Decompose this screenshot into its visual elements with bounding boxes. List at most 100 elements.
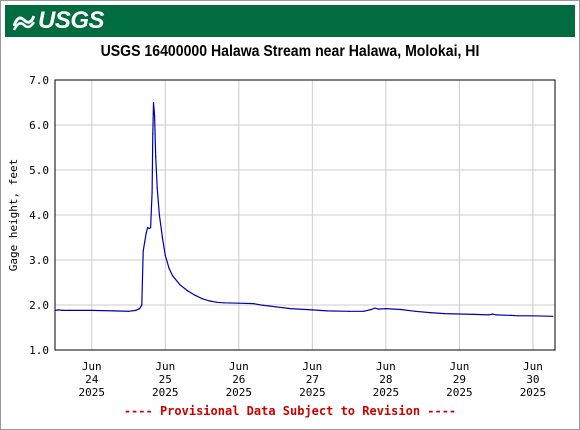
series-point: [54, 309, 56, 311]
series-point: [488, 314, 490, 316]
series-point: [141, 304, 143, 306]
y-tick-label: 5.0: [29, 164, 49, 177]
series-point: [374, 307, 376, 309]
x-tick-label: 24: [85, 373, 99, 386]
usgs-banner: USGS: [5, 5, 575, 37]
series-point: [208, 300, 210, 302]
series-point: [201, 298, 203, 300]
y-axis-ticks: 1.0 2.0 3.0 4.0 5.0 6.0 7.0: [29, 74, 49, 357]
x-tick-label: 2025: [226, 386, 253, 399]
usgs-wave-icon: [13, 15, 35, 31]
series-point: [377, 308, 380, 310]
series-point: [113, 310, 115, 312]
usgs-logo[interactable]: USGS: [13, 7, 105, 35]
x-tick-label: 2025: [152, 386, 179, 399]
series-point: [194, 294, 196, 296]
series-point: [155, 155, 157, 158]
plot-area: [54, 79, 556, 351]
x-tick-label: 25: [159, 373, 172, 386]
series-point: [473, 313, 475, 315]
series-point: [510, 314, 512, 316]
series-point: [370, 308, 372, 311]
series-point: [326, 310, 328, 312]
x-tick-label: Jun: [449, 360, 469, 373]
series-point: [552, 315, 554, 317]
series-point: [58, 309, 60, 311]
y-tick-label: 4.0: [29, 209, 49, 222]
gage-height-series-line: [54, 102, 553, 317]
series-point: [517, 315, 519, 317]
series-point: [252, 303, 255, 305]
series-point: [161, 236, 163, 239]
x-tick-label: 2025: [373, 386, 400, 399]
x-tick-label: 30: [526, 373, 539, 386]
x-tick-label: 29: [453, 373, 466, 386]
series-point: [223, 302, 225, 304]
x-tick-label: Jun: [523, 360, 543, 373]
series-point: [216, 301, 218, 303]
series-point: [152, 133, 154, 135]
series-point: [179, 284, 181, 286]
series-point: [400, 308, 402, 311]
series-point: [150, 227, 152, 229]
series-point: [154, 115, 156, 117]
series-point: [127, 310, 130, 312]
series-point: [69, 309, 71, 311]
x-tick-label: 2025: [520, 386, 547, 399]
x-tick-label: Jun: [82, 360, 102, 373]
y-tick-label: 1.0: [29, 344, 49, 357]
series-point: [260, 304, 262, 306]
series-point: [414, 310, 416, 312]
series-point: [61, 309, 64, 311]
series-point: [91, 309, 93, 311]
series-point: [385, 308, 387, 310]
series-point: [495, 314, 497, 316]
x-tick-label: Jun: [376, 360, 396, 373]
series-point: [151, 191, 153, 194]
series-point: [139, 308, 141, 310]
x-tick-label: 26: [232, 373, 245, 386]
series-point: [142, 250, 144, 252]
provisional-note: ---- Provisional Data Subject to Revisio…: [123, 404, 457, 418]
y-tick-label: 6.0: [29, 119, 49, 132]
series-point: [491, 313, 494, 315]
series-point: [289, 308, 291, 310]
series-point: [164, 254, 166, 257]
y-tick-label: 2.0: [29, 299, 49, 312]
x-tick-label: 27: [306, 373, 319, 386]
series-point: [156, 187, 158, 189]
series-point: [311, 309, 313, 311]
series-point: [532, 315, 534, 317]
series-point: [348, 310, 350, 312]
series-point: [152, 101, 155, 104]
series-point: [168, 267, 170, 269]
usgs-logo-text: USGS: [38, 7, 105, 34]
x-tick-label: 2025: [299, 386, 326, 399]
series-point: [363, 310, 365, 312]
y-axis-label: Gage height, feet: [7, 159, 20, 272]
x-tick-label: Jun: [229, 360, 249, 373]
series-point: [148, 227, 150, 230]
series-point: [444, 313, 446, 315]
y-tick-label: 7.0: [29, 74, 49, 87]
series-point: [429, 312, 431, 314]
series-point: [172, 275, 174, 277]
x-axis-ticks: Jun242025Jun252025Jun262025Jun272025Jun2…: [79, 360, 547, 399]
gage-height-points: [54, 101, 554, 317]
series-point: [144, 241, 146, 243]
x-tick-label: 2025: [79, 386, 106, 399]
series-point: [275, 306, 277, 308]
series-point: [135, 309, 137, 311]
chart-title: USGS 16400000 Halawa Stream near Halawa,…: [100, 43, 480, 60]
series-point: [158, 214, 160, 216]
series-point: [145, 232, 147, 234]
series-point: [458, 313, 460, 315]
y-tick-label: 3.0: [29, 254, 49, 267]
x-tick-label: 2025: [446, 386, 473, 399]
series-point: [186, 290, 188, 292]
series-point: [147, 227, 149, 229]
x-tick-label: Jun: [302, 360, 322, 373]
series-point: [238, 302, 240, 304]
x-tick-label: 28: [379, 373, 392, 386]
